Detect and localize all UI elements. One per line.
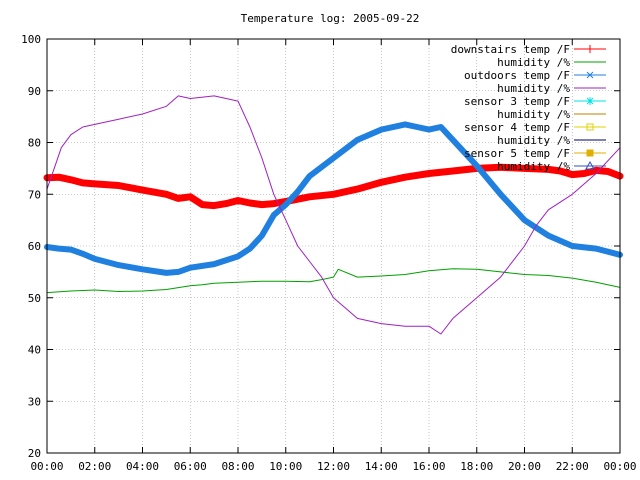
x-tick-label: 10:00 bbox=[269, 460, 302, 473]
x-tick-label: 20:00 bbox=[508, 460, 541, 473]
y-tick-label: 40 bbox=[28, 344, 41, 357]
x-tick-label: 00:00 bbox=[603, 460, 636, 473]
legend-label-5: sensor 3 temp /F bbox=[464, 95, 570, 108]
y-tick-label: 30 bbox=[28, 395, 41, 408]
legend-marker-filled-square bbox=[586, 149, 594, 157]
y-tick-label: 70 bbox=[28, 188, 41, 201]
legend-label-7: sensor 4 temp /F bbox=[464, 121, 570, 134]
legend-label-4: humidity /% bbox=[497, 82, 570, 95]
series-line-4 bbox=[46, 95, 621, 335]
legend-marker-plus bbox=[586, 45, 594, 53]
y-tick-label: 100 bbox=[21, 33, 41, 46]
legend-marker-cross bbox=[586, 71, 594, 79]
y-tick-label: 90 bbox=[28, 85, 41, 98]
legend-label-1: downstairs temp /F bbox=[451, 43, 570, 56]
legend-label-9: sensor 5 temp /F bbox=[464, 147, 570, 160]
x-tick-label: 04:00 bbox=[126, 460, 159, 473]
legend-marker-triangle bbox=[585, 160, 595, 170]
series-lines bbox=[43, 95, 624, 335]
legend-marker-star bbox=[586, 97, 594, 105]
x-tick-label: 12:00 bbox=[317, 460, 350, 473]
x-tick-label: 18:00 bbox=[460, 460, 493, 473]
chart-title: Temperature log: 2005-09-22 bbox=[241, 12, 420, 25]
legend-label-10: humidity /% bbox=[497, 160, 570, 173]
axis-ticks: 20 30 40 50 60 70 80 90 100 00:00 02:00 04:00 06:00 0… bbox=[21, 33, 636, 473]
x-tick-label: 00:00 bbox=[30, 460, 63, 473]
y-tick-label: 80 bbox=[28, 137, 41, 150]
plot-frame bbox=[46, 38, 621, 454]
y-tick-label: 50 bbox=[28, 292, 41, 305]
legend-label-6: humidity /% bbox=[497, 108, 570, 121]
x-tick-label: 02:00 bbox=[78, 460, 111, 473]
x-tick-label: 14:00 bbox=[365, 460, 398, 473]
y-tick-label: 20 bbox=[28, 447, 41, 460]
y-tick-label: 60 bbox=[28, 240, 41, 253]
x-tick-label: 22:00 bbox=[556, 460, 589, 473]
legend-label-8: humidity /% bbox=[497, 134, 570, 147]
x-tick-label: 08:00 bbox=[221, 460, 254, 473]
legend-label-2: humidity /% bbox=[497, 56, 570, 69]
legend-label-3: outdoors temp /F bbox=[464, 69, 570, 82]
x-tick-label: 16:00 bbox=[412, 460, 445, 473]
legend-marker-open-square bbox=[586, 123, 594, 131]
series-line-3 bbox=[44, 121, 623, 276]
x-tick-label: 06:00 bbox=[174, 460, 207, 473]
series-line-2 bbox=[46, 268, 621, 294]
